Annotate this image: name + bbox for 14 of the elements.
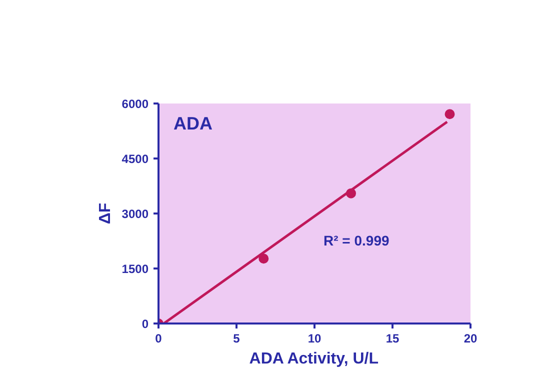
x-axis-title: ADA Activity, U/L — [249, 350, 379, 368]
x-tick-label: 0 — [155, 332, 162, 346]
y-tick-label: 4500 — [122, 152, 149, 166]
x-tick-label: 10 — [308, 332, 322, 346]
x-tick-label: 15 — [386, 332, 400, 346]
y-tick-label: 3000 — [122, 207, 149, 221]
x-tick-label: 20 — [464, 332, 478, 346]
x-tick-label: 5 — [233, 332, 240, 346]
y-tick-label: 6000 — [122, 97, 149, 111]
annotation: R² = 0.999 — [324, 232, 390, 248]
y-tick-label: 0 — [142, 317, 149, 331]
annotation: ADA — [174, 114, 212, 134]
y-tick-label: 1500 — [122, 262, 149, 276]
y-axis-title: ΔF — [96, 202, 114, 224]
